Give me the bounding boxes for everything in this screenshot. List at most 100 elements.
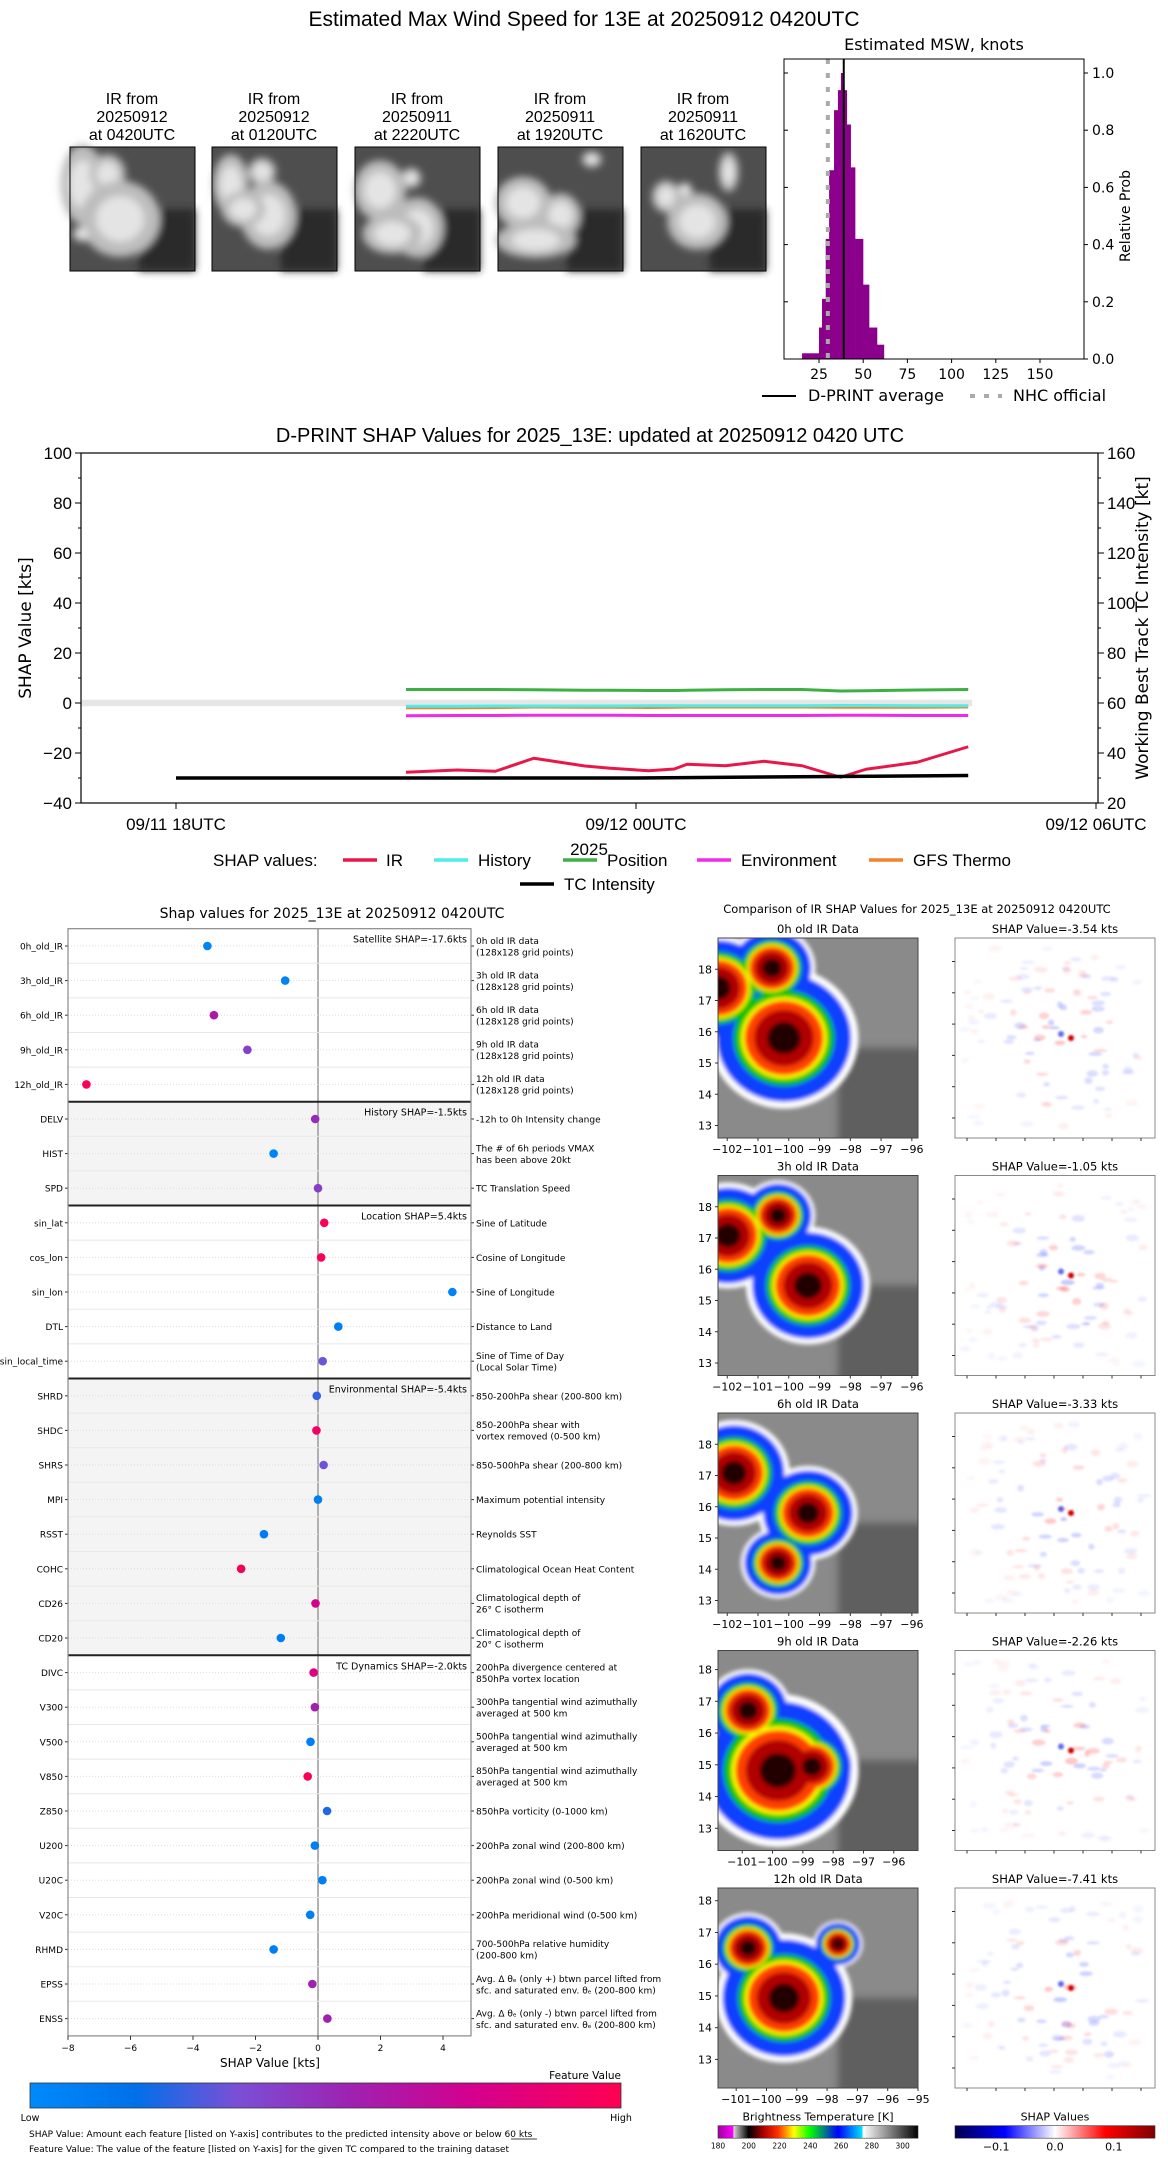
y-tick-label: −20	[43, 744, 72, 763]
shap-speckle	[1038, 2043, 1049, 2047]
shap-speckle	[1027, 1663, 1036, 1668]
shap-speckle	[1077, 1567, 1085, 1574]
feature-name: 0h_old_IR	[20, 943, 63, 953]
y-tick-label: −40	[43, 794, 72, 813]
y-tick-label: 16	[698, 1501, 712, 1514]
shap-speckle	[1023, 1799, 1033, 1807]
shap-speckle	[1098, 2014, 1109, 2019]
cloud-layers	[718, 938, 859, 1109]
shap-speckle	[1073, 1763, 1086, 1769]
shap-speckle	[1124, 1548, 1138, 1555]
shap-speckle	[1036, 1310, 1050, 1318]
histogram-bar	[846, 124, 851, 359]
shap-speckle	[1031, 1739, 1046, 1746]
shap-speckle	[985, 1444, 993, 1450]
shap-speckle	[1091, 1000, 1105, 1006]
shap-speckle	[992, 1460, 1005, 1465]
shap-speckle	[1052, 1772, 1063, 1778]
feature-description: (128x128 grid points)	[476, 948, 574, 958]
shap-speckle	[1110, 1677, 1122, 1685]
shap-speckle	[979, 1446, 986, 1451]
x-tick-label: −99	[808, 1143, 831, 1156]
shap-speckle	[1125, 1234, 1139, 1242]
cloud-layers	[718, 1912, 863, 2063]
y-tick-label: 0.4	[1092, 238, 1114, 254]
shap-speckle	[966, 1992, 974, 1998]
shap-speckle	[1072, 1584, 1082, 1590]
shap-hotspot	[1068, 1510, 1074, 1516]
shap-speckle	[1072, 1465, 1085, 1470]
shap-speckle	[1033, 1564, 1041, 1571]
shap-speckle	[1077, 973, 1090, 978]
shap-speckles	[966, 1421, 1152, 1604]
shap-hotspot	[1068, 1272, 1074, 1279]
y-tick-label: 14	[698, 1563, 712, 1576]
x-tick-label: −102	[712, 1618, 742, 1631]
shap-speckle	[1012, 1227, 1026, 1234]
y-tick-label: 20	[53, 644, 72, 663]
y-tick-label: 15	[698, 1532, 712, 1545]
group-shap-label: Location SHAP=5.4kts	[361, 1212, 467, 1223]
shap-dot	[311, 1599, 320, 1608]
feature-description: (128x128 grid points)	[476, 983, 574, 993]
shap-speckle	[1007, 1719, 1015, 1725]
feature-description: Avg. Δ θₑ (only +) btwn parcel lifted fr…	[476, 1975, 661, 1985]
shap-speckle	[1036, 1252, 1049, 1258]
cloud-core	[585, 154, 598, 165]
shap-speckle	[1036, 1236, 1050, 1240]
shap-speckle	[1086, 1941, 1100, 1945]
shap-speckle	[1053, 1422, 1064, 1429]
ir-panel-row: 9h old IR Data SHAP Value=-2.26 kts −101 −1…	[698, 1635, 1156, 1869]
shap-speckle	[1071, 1532, 1082, 1538]
feature-description: Climatological Ocean Heat Content	[476, 1565, 635, 1575]
ir-warm-region	[838, 1523, 918, 1613]
shap-speckle	[1040, 1724, 1050, 1729]
cloud-layers	[718, 1420, 858, 1599]
shap-speckle	[1122, 2010, 1133, 2016]
shap-speckle	[1020, 1714, 1028, 1722]
shap-speckle	[1073, 989, 1082, 997]
shap-speckle	[969, 1829, 980, 1833]
shap-speckle	[1024, 1051, 1035, 1056]
footnote: Feature Value: The value of the feature …	[29, 2145, 509, 2155]
shap-speckle	[1021, 1121, 1034, 1127]
shap-speckle	[1133, 1916, 1143, 1924]
shap-dot	[309, 1668, 318, 1677]
legend-label: Position	[607, 851, 667, 870]
shap-dot	[313, 1183, 323, 1193]
shap-speckle	[997, 1435, 1007, 1442]
y-axis-label: Relative Prob	[1118, 170, 1134, 262]
shap-speckle	[1008, 1928, 1021, 1935]
ir-contour	[762, 958, 782, 978]
shap-speckle	[976, 1292, 989, 1298]
shap-speckle	[1132, 979, 1142, 985]
legend-label: GFS Thermo	[913, 851, 1011, 870]
shap-speckle	[992, 1909, 1001, 1915]
feature-name: sin_lon	[32, 1289, 63, 1299]
shap-speckle	[969, 1968, 980, 1972]
ir-contour	[718, 976, 731, 1000]
feature-name: HIST	[42, 1150, 63, 1160]
bt-tick-label: 200	[742, 2142, 757, 2151]
ir-image	[718, 1413, 918, 1613]
shap-panel-title: SHAP Value=-2.26 kts	[992, 1635, 1118, 1649]
shap-speckle	[1057, 1183, 1064, 1188]
shap-dot	[334, 1322, 343, 1331]
shap-dot	[209, 1010, 219, 1020]
shap-map	[952, 1650, 1156, 1854]
shap-panel-title: SHAP Value=-3.33 kts	[992, 1397, 1118, 1411]
feature-name: SPD	[45, 1185, 63, 1195]
shap-speckle	[1033, 986, 1043, 990]
feature-description: 9h old IR data	[476, 1041, 539, 1051]
shap-speckle	[1100, 991, 1112, 997]
legend-dprint-label: D-PRINT average	[808, 386, 944, 405]
ir-panel-row: 3h old IR Data SHAP Value=-1.05 kts−102 −1…	[698, 1160, 1156, 1394]
y-tick-label: 16	[698, 1727, 712, 1740]
shap-coldspot	[1058, 1743, 1064, 1750]
ir-image-border	[717, 937, 919, 1139]
legend-title: SHAP values:	[213, 851, 318, 870]
footnote: SHAP Value: Amount each feature [listed …	[29, 2130, 533, 2140]
cloud-core	[679, 185, 690, 196]
shap-speckle	[1121, 2062, 1133, 2068]
